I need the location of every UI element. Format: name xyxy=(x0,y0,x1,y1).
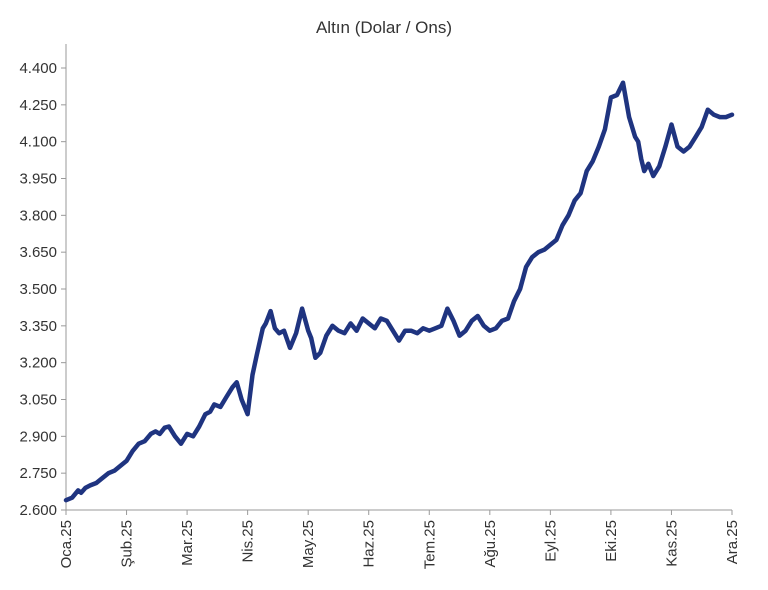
x-tick-label: Haz.25 xyxy=(361,520,378,568)
y-tick-label: 2.600 xyxy=(19,502,57,519)
x-tick-label: Ara.25 xyxy=(724,520,741,564)
y-tick-label: 3.350 xyxy=(19,318,57,335)
y-tick-label: 3.200 xyxy=(19,355,57,372)
x-tick-label: Oca.25 xyxy=(58,520,75,568)
x-tick-label: Eki.25 xyxy=(603,520,620,562)
x-tick-label: Kas.25 xyxy=(663,520,680,567)
y-tick-label: 4.100 xyxy=(19,134,57,151)
y-tick-label: 4.250 xyxy=(19,97,57,114)
chart-title: Altın (Dolar / Ons) xyxy=(316,18,452,37)
x-tick-label: Şub.25 xyxy=(119,520,136,568)
y-tick-label: 4.400 xyxy=(19,60,57,77)
x-axis: Oca.25 Şub.25 Mar.25 Nis.25 May.25 Haz.25 Tem.… xyxy=(58,509,741,569)
y-tick-label: 2.750 xyxy=(19,465,57,482)
y-tick-label: 3.800 xyxy=(19,207,57,224)
x-tick-label: Tem.25 xyxy=(421,520,438,569)
y-tick-label: 3.950 xyxy=(19,171,57,188)
gold-price-series-line xyxy=(63,80,735,503)
y-axis: 2.600 2.750 2.900 3.050 3.200 3.350 3.500 3.650… xyxy=(19,44,67,519)
plot-area xyxy=(63,80,735,503)
y-tick-label: 3.050 xyxy=(19,392,57,409)
y-tick-label: 3.500 xyxy=(19,281,57,298)
y-tick-label: 2.900 xyxy=(19,428,57,445)
x-tick-label: May.25 xyxy=(300,520,317,568)
x-tick-label: Mar.25 xyxy=(179,520,196,566)
y-tick-label: 3.650 xyxy=(19,244,57,261)
x-tick-label: Eyl.25 xyxy=(542,520,559,562)
x-tick-label: Nis.25 xyxy=(240,520,257,563)
x-tick-label: Ağu.25 xyxy=(482,520,499,568)
